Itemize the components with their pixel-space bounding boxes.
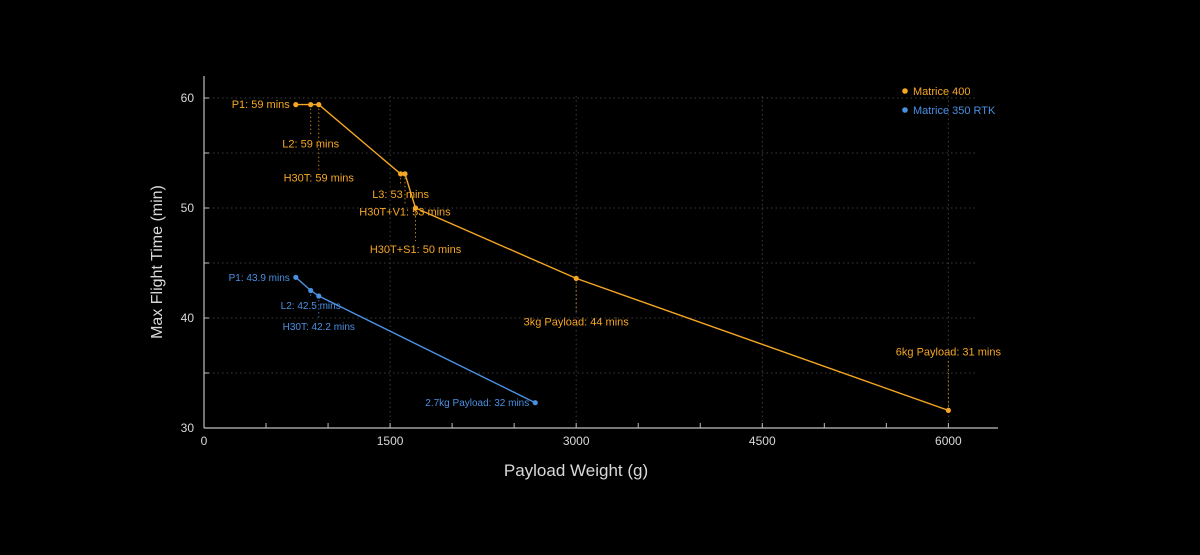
data-label: 6kg Payload: 31 mins — [896, 346, 1002, 358]
data-label: L3: 53 mins — [372, 189, 429, 201]
y-tick-label: 30 — [181, 421, 195, 435]
y-tick-label: 40 — [181, 311, 195, 325]
legend-entry: Matrice 350 RTK — [913, 105, 996, 117]
data-labels: P1: 59 mins L2: 59 mins H30T: 59 mins L3: 5… — [229, 99, 1002, 409]
data-label: 3kg Payload: 44 mins — [524, 317, 630, 329]
y-tick-label: 60 — [181, 91, 195, 105]
x-tick-label: 0 — [201, 434, 208, 448]
data-label: L2: 42.5 mins — [281, 301, 341, 312]
x-tick-label: 4500 — [749, 434, 776, 448]
data-point — [412, 205, 419, 211]
legend: Matrice 400 Matrice 350 RTK — [902, 86, 996, 117]
series-layer — [293, 102, 951, 413]
axes: 0 1500 3000 4500 6000 30 40 50 60 — [181, 76, 998, 448]
series-line — [295, 276, 536, 404]
data-label: H30T: 42.2 mins — [283, 322, 355, 333]
callout-lines — [310, 104, 949, 411]
data-point — [308, 102, 314, 108]
data-label: P1: 43.9 mins — [229, 273, 290, 284]
data-point — [293, 274, 299, 280]
data-point — [402, 171, 408, 177]
data-label: H30T+S1: 50 mins — [370, 244, 462, 256]
data-point — [398, 171, 404, 177]
data-point — [308, 287, 314, 294]
data-label: P1: 59 mins — [232, 99, 291, 111]
data-point — [316, 102, 322, 108]
data-point — [293, 102, 299, 108]
data-label: 2.7kg Payload: 32 mins — [425, 398, 529, 409]
data-label: H30T: 59 mins — [284, 173, 355, 185]
data-label: H30T+V1: 53 mins — [359, 207, 451, 219]
data-point — [316, 293, 322, 299]
data-point — [945, 407, 951, 413]
series-line — [295, 103, 949, 412]
data-label: L2: 59 mins — [282, 139, 339, 151]
legend-entry: Matrice 400 — [913, 86, 970, 98]
x-tick-label: 3000 — [563, 434, 590, 448]
data-point — [532, 400, 538, 406]
data-point — [573, 275, 579, 281]
y-tick-label: 50 — [181, 201, 195, 215]
legend-marker — [902, 88, 908, 94]
x-axis-label: Payload Weight (g) — [504, 461, 648, 480]
legend-marker — [902, 107, 908, 113]
x-tick-label: 6000 — [935, 434, 962, 448]
grid-layer — [204, 96, 976, 428]
y-axis-label: Max Flight Time (min) — [149, 185, 166, 339]
x-tick-label: 1500 — [377, 434, 404, 448]
